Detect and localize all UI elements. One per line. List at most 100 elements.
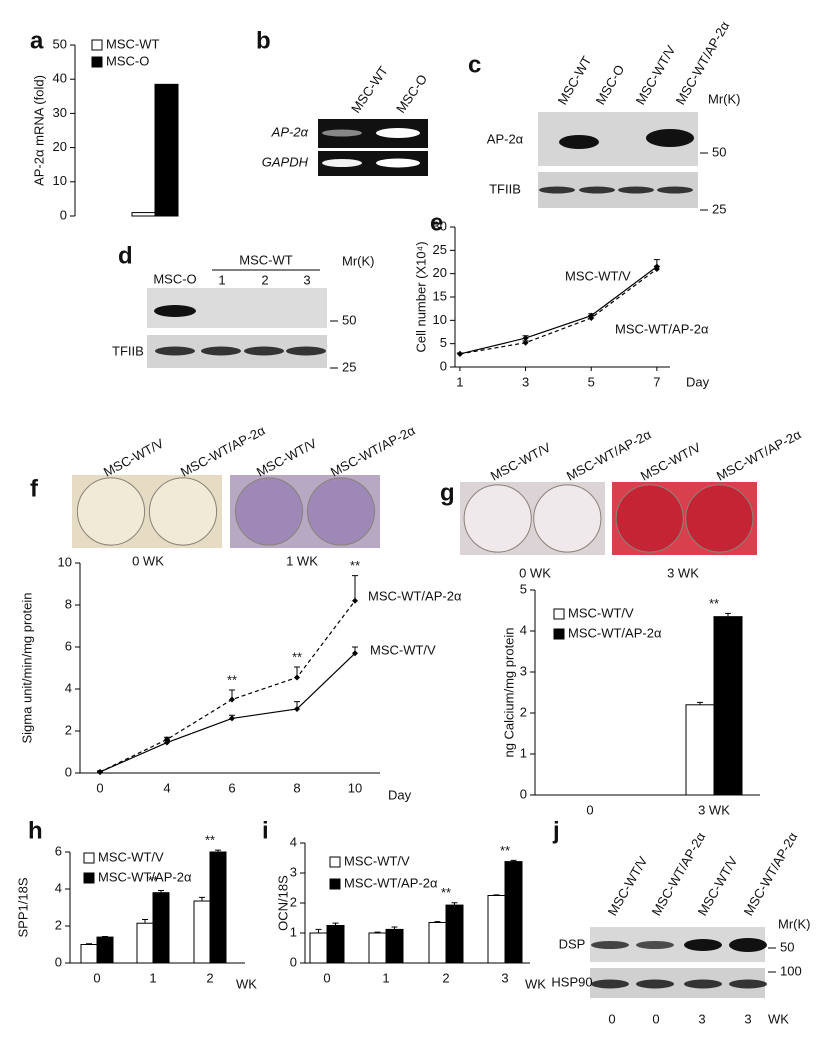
y-tick-label: 10 [53,173,67,188]
error-bar [199,896,205,902]
bar [713,616,743,796]
significance: ** [350,558,360,573]
y-tick-label: 50 [53,36,67,51]
y-tick-label: 8 [65,596,72,611]
legend-label: MSC-WT/V [568,605,634,620]
error-bar [164,736,170,740]
error-bar [229,714,235,719]
x-axis-label: Day [686,374,710,389]
band [636,979,674,989]
band [684,939,722,951]
error-bar [374,931,381,933]
lane-label: MSC-O [153,271,196,286]
error-bar [493,894,500,896]
error-bar [510,859,517,862]
lane-label: 1 [218,272,225,287]
line [459,266,658,355]
plate-well [306,477,376,546]
bar [80,944,98,964]
y-tick-label: 10 [58,554,72,569]
band [559,135,599,149]
time-label: 3 [744,1011,751,1026]
band [155,346,195,356]
plate-label: MSC-WT/AP-2α [328,422,418,479]
significance: ** [205,833,215,848]
plate-label: MSC-WT/V [638,439,703,483]
x-tick-label: 1 [382,970,389,985]
y-tick-label: 2 [55,917,62,932]
legend-swatch [553,628,565,640]
error-bar [86,943,92,945]
band [729,938,767,952]
time-unit: WK [768,1011,789,1026]
bar [685,704,715,796]
row-label: AP-2α [487,131,524,146]
group-label: MSC-WT [239,252,292,267]
plate-label: MSC-WT/V [101,435,166,479]
series-label: MSC-WT/V [565,268,631,283]
y-tick-label: 0 [440,358,447,373]
panel-letter: a [30,27,44,54]
error-bar [294,666,300,678]
plate-well [76,477,146,546]
y-axis-label: SPP1/18S [15,877,30,937]
time-label: 3 [698,1011,705,1026]
y-tick-label: 0 [55,954,62,969]
legend-swatch [91,39,103,51]
bar [131,212,156,217]
legend-label: MSC-O [106,53,149,68]
panel-letter: c [468,51,481,78]
lane-label: MSC-O [393,72,430,116]
y-tick-label: 4 [65,680,72,695]
error-bar [456,352,463,354]
plate-well [533,484,602,553]
marker: 25 [342,359,356,374]
x-tick-label: 6 [228,780,235,795]
plate-well [463,484,532,553]
line [99,652,356,773]
row-label: TFIIB [489,181,521,196]
bar [193,900,211,964]
panel-letter: d [118,242,133,269]
mr-label: Mr(K) [778,916,811,931]
plate-well [685,484,754,553]
error-bar [332,922,339,926]
y-tick-label: 3 [520,663,527,678]
plate-time: 1 WK [286,553,318,568]
row-label: DSP [559,936,586,951]
error-bar [315,928,322,933]
error-bar [697,701,703,705]
bar [152,892,170,964]
error-bar [522,335,529,339]
band [154,305,196,317]
bar [326,925,345,964]
row-label: HSP90 [551,974,592,989]
lane-label: MSC-WT/AP-2α [741,829,801,918]
x-tick-label: 5 [588,374,595,389]
row-label: GAPDH [262,154,309,169]
error-bar [352,575,358,601]
error-bar [164,739,170,743]
y-axis-label: Sigma unit/min/mg protein [19,592,34,743]
error-bar [294,701,300,709]
band [618,186,654,194]
legend-swatch [83,872,95,884]
y-tick-label: 30 [53,105,67,120]
legend-label: MSC-WT/V [344,853,410,868]
y-tick-label: 4 [520,622,527,637]
x-tick-label: 3 [522,374,529,389]
plate-well [234,477,304,546]
lane-label: MSC-WT/V [695,854,741,919]
marker: 50 [712,144,726,159]
x-tick-label: 3 WK [698,802,730,817]
lane-label: 2 [261,272,268,287]
bar [487,895,506,964]
band [684,979,722,989]
x-tick-label: 7 [653,374,660,389]
y-tick-label: 4 [290,834,297,849]
y-tick-label: 1 [520,745,527,760]
y-tick-label: 6 [55,843,62,858]
error-bar [391,926,398,930]
panel-letter: h [28,817,43,844]
